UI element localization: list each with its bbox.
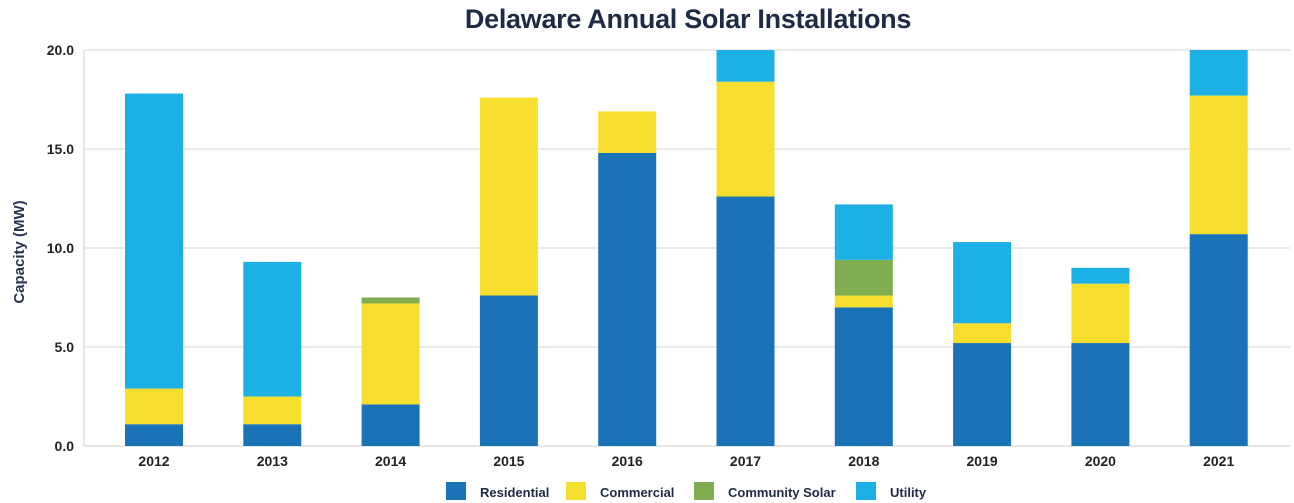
bar-segment-commercial xyxy=(361,303,420,405)
bar-segment-residential xyxy=(953,343,1012,446)
legend-item-commercial: Commercial xyxy=(566,482,674,500)
legend-label: Community Solar xyxy=(728,485,836,500)
y-tick-label: 20.0 xyxy=(47,42,74,58)
bar-segment-commercial xyxy=(479,97,538,296)
bars xyxy=(125,50,1248,446)
y-tick-label: 0.0 xyxy=(55,438,75,454)
bar-stack-2015 xyxy=(479,97,538,446)
bar-segment-community-solar xyxy=(834,259,893,296)
bar-segment-utility xyxy=(834,204,893,260)
bar-stack-2013 xyxy=(243,261,302,446)
bar-stack-2018 xyxy=(834,204,893,446)
x-tick-label: 2014 xyxy=(375,453,406,469)
legend-item-residential: Residential xyxy=(446,482,549,500)
bar-segment-utility xyxy=(953,242,1012,324)
x-tick-label: 2021 xyxy=(1203,453,1234,469)
legend-label: Utility xyxy=(890,485,927,500)
y-tick-label: 15.0 xyxy=(47,141,74,157)
bar-segment-utility xyxy=(716,50,775,82)
bar-segment-utility xyxy=(125,93,183,389)
bar-stack-2014 xyxy=(361,297,420,446)
bar-segment-commercial xyxy=(834,295,893,308)
x-tick-label: 2015 xyxy=(493,453,524,469)
y-axis-title: Capacity (MW) xyxy=(11,200,28,303)
legend-swatch xyxy=(694,482,714,500)
bar-segment-residential xyxy=(361,404,420,446)
bar-segment-residential xyxy=(243,424,302,446)
bar-stack-2016 xyxy=(598,111,657,446)
x-tick-label: 2020 xyxy=(1085,453,1116,469)
legend-label: Residential xyxy=(480,485,549,500)
bar-stack-2017 xyxy=(716,50,775,446)
bar-segment-residential xyxy=(125,424,183,446)
legend-label: Commercial xyxy=(600,485,674,500)
legend: Residential Commercial Community Solar Util… xyxy=(446,482,927,500)
legend-item-utility: Utility xyxy=(856,482,927,500)
bar-segment-utility xyxy=(1071,267,1130,284)
bar-segment-residential xyxy=(598,152,657,446)
x-tick-label: 2017 xyxy=(730,453,761,469)
bar-segment-commercial xyxy=(1071,283,1130,344)
bar-segment-commercial xyxy=(243,396,302,425)
x-tick-label: 2018 xyxy=(848,453,879,469)
legend-swatch xyxy=(856,482,876,500)
bar-segment-residential xyxy=(834,307,893,446)
x-tick-label: 2013 xyxy=(257,453,288,469)
y-tick-label: 5.0 xyxy=(55,339,75,355)
bar-segment-residential xyxy=(716,196,775,446)
bar-segment-commercial xyxy=(598,111,657,153)
bar-segment-residential xyxy=(1071,343,1130,446)
bar-segment-residential xyxy=(1189,234,1248,446)
bar-stack-2020 xyxy=(1071,267,1130,446)
legend-swatch xyxy=(446,482,466,500)
bar-segment-community-solar xyxy=(361,297,420,304)
x-tick-label: 2019 xyxy=(967,453,998,469)
bar-segment-commercial xyxy=(125,388,183,425)
y-tick-label: 10.0 xyxy=(47,240,74,256)
chart-title: Delaware Annual Solar Installations xyxy=(464,4,912,34)
bar-segment-utility xyxy=(243,261,302,397)
x-tick-label: 2016 xyxy=(612,453,643,469)
bar-segment-utility xyxy=(1189,50,1248,96)
y-axis-ticks: 0.0 5.0 10.0 15.0 20.0 xyxy=(47,42,74,454)
bar-stack-2012 xyxy=(125,93,183,446)
x-tick-label: 2012 xyxy=(138,453,169,469)
bar-stack-2019 xyxy=(953,242,1012,446)
legend-item-community-solar: Community Solar xyxy=(694,482,836,500)
bar-segment-residential xyxy=(479,295,538,446)
bar-segment-commercial xyxy=(1189,95,1248,235)
x-axis-ticks: 2012 2013 2014 2015 2016 2017 2018 2019 2020 2021 xyxy=(138,453,1234,469)
bar-segment-commercial xyxy=(716,81,775,197)
bar-stack-2021 xyxy=(1189,50,1248,446)
bar-segment-commercial xyxy=(953,323,1012,344)
legend-swatch xyxy=(566,482,586,500)
